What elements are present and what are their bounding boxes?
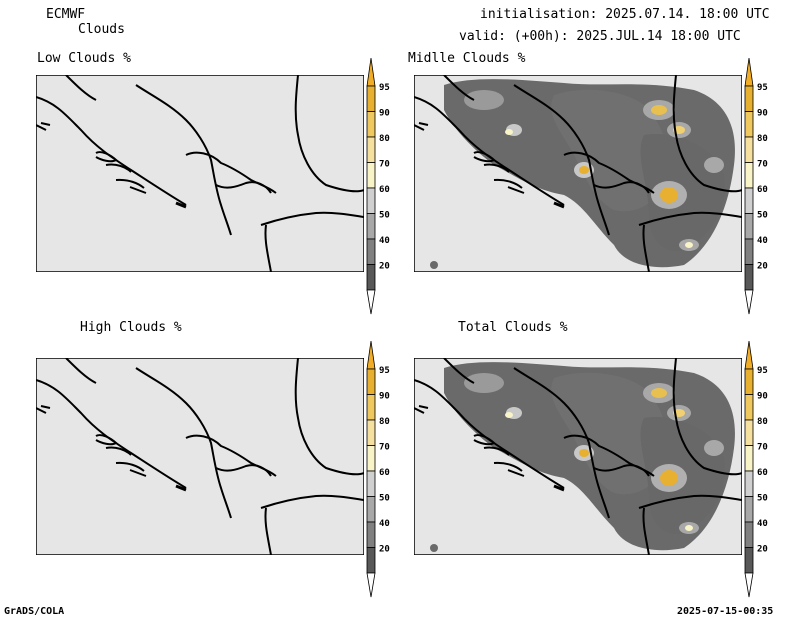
colorbar-tick-label: 95 bbox=[757, 366, 768, 376]
colorbar-tick-label: 70 bbox=[757, 443, 768, 453]
colorbar-top-arrow bbox=[744, 340, 754, 370]
colorbar: 95 90 80 70 60 50 40 20 bbox=[364, 340, 404, 598]
colorbar-segment bbox=[366, 521, 376, 548]
colorbar-segment bbox=[366, 85, 376, 112]
colorbar-segment bbox=[744, 521, 754, 548]
colorbar-tick-label: 60 bbox=[757, 468, 768, 478]
colorbar-tick-label: 20 bbox=[757, 545, 768, 555]
colorbar-tick-label: 80 bbox=[379, 417, 390, 427]
map-total-clouds bbox=[414, 358, 742, 555]
valid-time: valid: (+00h): 2025.JUL.14 18:00 UTC bbox=[459, 29, 741, 44]
colorbar-segment bbox=[744, 213, 754, 240]
colorbar-tick-label: 50 bbox=[757, 494, 768, 504]
colorbar-bottom-arrow bbox=[744, 289, 754, 315]
map-low-clouds bbox=[36, 75, 364, 272]
colorbar-segment bbox=[744, 394, 754, 421]
colorbar-tick-label: 90 bbox=[379, 109, 390, 119]
colorbar-segment bbox=[744, 470, 754, 497]
colorbar: 95 90 80 70 60 50 40 20 bbox=[742, 340, 782, 598]
colorbar-tick-label: 60 bbox=[379, 185, 390, 195]
colorbar-tick-label: 70 bbox=[379, 160, 390, 170]
colorbar-segment bbox=[744, 547, 754, 574]
colorbar-segment bbox=[366, 547, 376, 574]
colorbar-tick-label: 90 bbox=[757, 109, 768, 119]
colorbar-tick-label: 80 bbox=[757, 134, 768, 144]
colorbar-segment bbox=[744, 445, 754, 472]
colorbar-tick-label: 80 bbox=[379, 134, 390, 144]
colorbar-tick-label: 50 bbox=[379, 211, 390, 221]
colorbar-tick-label: 40 bbox=[757, 236, 768, 246]
colorbar-segment bbox=[366, 238, 376, 265]
colorbar-segment bbox=[366, 136, 376, 163]
colorbar-segment bbox=[366, 187, 376, 214]
colorbar-segment bbox=[744, 264, 754, 291]
colorbar-tick-label: 95 bbox=[757, 83, 768, 93]
colorbar-tick-label: 60 bbox=[379, 468, 390, 478]
colorbar-segment bbox=[744, 187, 754, 214]
colorbar-segment bbox=[366, 470, 376, 497]
colorbar-graphic: 95 90 80 70 60 50 40 20 bbox=[744, 57, 768, 315]
colorbar-tick-label: 40 bbox=[757, 519, 768, 529]
footer-timestamp: 2025-07-15-00:35 bbox=[677, 606, 774, 617]
colorbar-tick-label: 50 bbox=[757, 211, 768, 221]
colorbar-top-arrow bbox=[366, 340, 376, 370]
colorbar-segment bbox=[366, 496, 376, 523]
colorbar-bottom-arrow bbox=[366, 572, 376, 598]
colorbar-segment bbox=[366, 264, 376, 291]
panel-title-total: Total Clouds % bbox=[458, 320, 568, 335]
colorbar-segment bbox=[366, 213, 376, 240]
colorbar-tick-label: 70 bbox=[757, 160, 768, 170]
colorbar-segment bbox=[744, 238, 754, 265]
colorbar-segment bbox=[366, 162, 376, 189]
colorbar-tick-label: 60 bbox=[757, 185, 768, 195]
panel-title-low: Low Clouds % bbox=[37, 51, 131, 66]
colorbar-segment bbox=[366, 419, 376, 446]
colorbar: 95 90 80 70 60 50 40 20 bbox=[364, 57, 404, 315]
colorbar-segment bbox=[744, 419, 754, 446]
model-name: ECMWF bbox=[46, 7, 86, 22]
colorbar: 95 90 80 70 60 50 40 20 bbox=[742, 57, 782, 315]
colorbar-segment bbox=[744, 496, 754, 523]
colorbar-tick-label: 90 bbox=[379, 392, 390, 402]
colorbar-graphic: 95 90 80 70 60 50 40 20 bbox=[366, 340, 390, 598]
map-high-clouds bbox=[36, 358, 364, 555]
colorbar-graphic: 95 90 80 70 60 50 40 20 bbox=[366, 57, 390, 315]
colorbar-graphic: 95 90 80 70 60 50 40 20 bbox=[744, 340, 768, 598]
colorbar-segment bbox=[366, 368, 376, 395]
colorbar-segment bbox=[744, 111, 754, 138]
colorbar-tick-label: 20 bbox=[757, 262, 768, 272]
colorbar-top-arrow bbox=[744, 57, 754, 87]
footer-software: GrADS/COLA bbox=[4, 606, 65, 617]
colorbar-tick-label: 40 bbox=[379, 519, 390, 529]
colorbar-top-arrow bbox=[366, 57, 376, 87]
colorbar-tick-label: 20 bbox=[379, 545, 390, 555]
colorbar-segment bbox=[744, 136, 754, 163]
colorbar-tick-label: 70 bbox=[379, 443, 390, 453]
colorbar-tick-label: 20 bbox=[379, 262, 390, 272]
colorbar-tick-label: 95 bbox=[379, 83, 390, 93]
initialisation-time: initialisation: 2025.07.14. 18:00 UTC bbox=[480, 7, 770, 22]
colorbar-segment bbox=[366, 111, 376, 138]
colorbar-tick-label: 80 bbox=[757, 417, 768, 427]
colorbar-segment bbox=[744, 85, 754, 112]
product-name: Clouds bbox=[78, 22, 125, 37]
colorbar-bottom-arrow bbox=[744, 572, 754, 598]
colorbar-tick-label: 50 bbox=[379, 494, 390, 504]
colorbar-tick-label: 40 bbox=[379, 236, 390, 246]
panel-title-high: High Clouds % bbox=[80, 320, 182, 335]
colorbar-segment bbox=[744, 368, 754, 395]
map-middle-clouds bbox=[414, 75, 742, 272]
colorbar-tick-label: 95 bbox=[379, 366, 390, 376]
colorbar-segment bbox=[366, 394, 376, 421]
colorbar-tick-label: 90 bbox=[757, 392, 768, 402]
colorbar-segment bbox=[366, 445, 376, 472]
colorbar-bottom-arrow bbox=[366, 289, 376, 315]
panel-title-middle: Midlle Clouds % bbox=[408, 51, 526, 66]
colorbar-segment bbox=[744, 162, 754, 189]
